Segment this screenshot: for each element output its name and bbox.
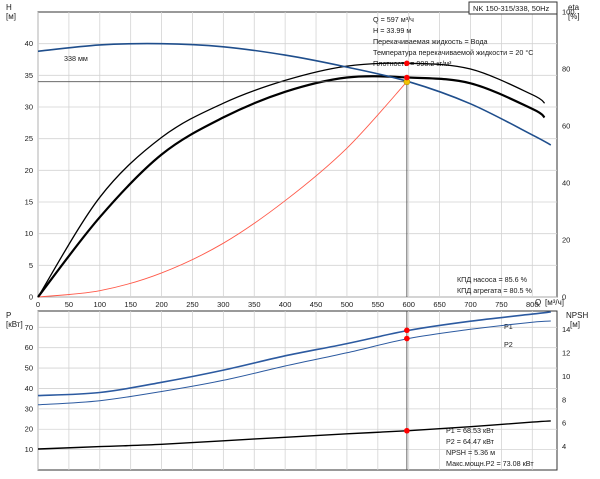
- p2-curve: [37, 320, 551, 406]
- y-tick-label: 20: [25, 166, 33, 175]
- top-x-unit: [м³/ч]: [545, 298, 564, 307]
- duty-point-npsh: [404, 427, 410, 434]
- top-y-label: H: [6, 3, 12, 12]
- top-y2-unit: [%]: [568, 12, 580, 21]
- pump-efficiency-curve: [37, 62, 546, 298]
- bottom-y2-unit: [м]: [570, 320, 580, 329]
- y2-tick-label: 14: [562, 325, 570, 334]
- x-tick-label: 350: [248, 300, 261, 309]
- info-p2: P2 = 64.47 кВт: [446, 437, 495, 446]
- head-curve: [37, 42, 552, 146]
- y-tick-label: 25: [25, 134, 33, 143]
- bottom-y-unit: [кВт]: [6, 320, 23, 329]
- p1-curve: [37, 311, 551, 397]
- x-tick-label: 200: [155, 300, 168, 309]
- x-tick-label: 250: [186, 300, 199, 309]
- x-tick-label: 600: [402, 300, 415, 309]
- y-tick-label: 70: [25, 323, 33, 332]
- unit-efficiency-curve: [37, 75, 546, 298]
- duty-point-p1: [404, 327, 410, 334]
- x-tick-label: 800: [526, 300, 539, 309]
- x-tick-label: 750: [495, 300, 508, 309]
- y2-tick-label: 40: [562, 179, 570, 188]
- npsh-curve: [37, 420, 551, 450]
- x-tick-label: 450: [310, 300, 323, 309]
- info-npsh: NPSH = 5.36 м: [446, 448, 495, 457]
- info-q: Q = 597 м³/ч: [373, 15, 414, 24]
- x-tick-label: 300: [217, 300, 230, 309]
- y2-tick-label: 6: [562, 419, 566, 428]
- x-tick-label: 500: [341, 300, 354, 309]
- y-tick-label: 10: [25, 229, 33, 238]
- pump-model-title: NK 150-315/338, 50Hz: [473, 4, 550, 13]
- x-tick-label: 650: [433, 300, 446, 309]
- y-tick-label: 40: [25, 384, 33, 393]
- y-tick-label: 10: [25, 445, 33, 454]
- top-y2-label: eta: [568, 3, 580, 12]
- y2-tick-label: 8: [562, 395, 566, 404]
- y-tick-label: 50: [25, 364, 33, 373]
- model-box: [468, 1, 558, 15]
- duty-markers: [38, 60, 411, 470]
- y2-tick-label: 60: [562, 122, 570, 131]
- axis-ticks: 0 50 100 150 200 250 300 350 400 450 500 550 600 650 7…: [25, 8, 575, 455]
- chart-curves: [37, 42, 552, 450]
- y2-tick-label: 4: [562, 442, 566, 451]
- system-curve: [37, 81, 408, 298]
- y-tick-label: 35: [25, 71, 33, 80]
- y2-tick-label: 100: [562, 8, 575, 17]
- y-tick-label: 5: [29, 261, 33, 270]
- y-tick-label: 30: [25, 103, 33, 112]
- info-fluid: Перекачиваемая жидкость = Вода: [373, 37, 488, 46]
- y-tick-label: 30: [25, 404, 33, 413]
- y-tick-label: 60: [25, 343, 33, 352]
- y-tick-label: 40: [25, 39, 33, 48]
- top-x-label: Q: [535, 298, 541, 307]
- y2-tick-label: 80: [562, 65, 570, 74]
- x-tick-label: 150: [124, 300, 137, 309]
- top-grid: [37, 12, 557, 298]
- series-label-p1: P1: [504, 322, 513, 331]
- x-tick-label: 400: [279, 300, 292, 309]
- info-p2-max: Макс.мощн.P2 = 73.08 кВт: [446, 459, 534, 468]
- y-tick-label: 0: [29, 293, 33, 302]
- y2-tick-label: 12: [562, 349, 570, 358]
- info-pump-efficiency: КПД насоса = 85.6 %: [457, 275, 528, 284]
- bottom-y2-label: NPSH: [566, 311, 588, 320]
- bottom-y-label: P: [6, 311, 11, 320]
- duty-point-eta-unit: [404, 74, 410, 81]
- info-unit-efficiency: КПД агрегата = 80.5 %: [457, 286, 533, 295]
- y2-tick-label: 0: [562, 293, 566, 302]
- x-tick-label: 550: [372, 300, 385, 309]
- info-h: H = 33.99 м: [373, 26, 411, 35]
- x-tick-label: 0: [36, 300, 40, 309]
- head-curve-label: 338 мм: [64, 54, 88, 63]
- info-temperature: Температура перекачиваемой жидкости = 20…: [373, 48, 533, 57]
- duty-point-p2: [404, 335, 410, 342]
- y2-tick-label: 10: [562, 372, 570, 381]
- y-tick-label: 15: [25, 198, 33, 207]
- x-tick-label: 50: [65, 300, 73, 309]
- y2-tick-label: 20: [562, 236, 570, 245]
- info-p1: P1 = 68.53 кВт: [446, 426, 495, 435]
- y-tick-label: 20: [25, 425, 33, 434]
- duty-point-eta-pump: [404, 60, 410, 67]
- top-y-unit: [м]: [6, 12, 16, 21]
- x-tick-label: 700: [464, 300, 477, 309]
- x-tick-label: 100: [94, 300, 107, 309]
- series-label-p2: P2: [504, 340, 513, 349]
